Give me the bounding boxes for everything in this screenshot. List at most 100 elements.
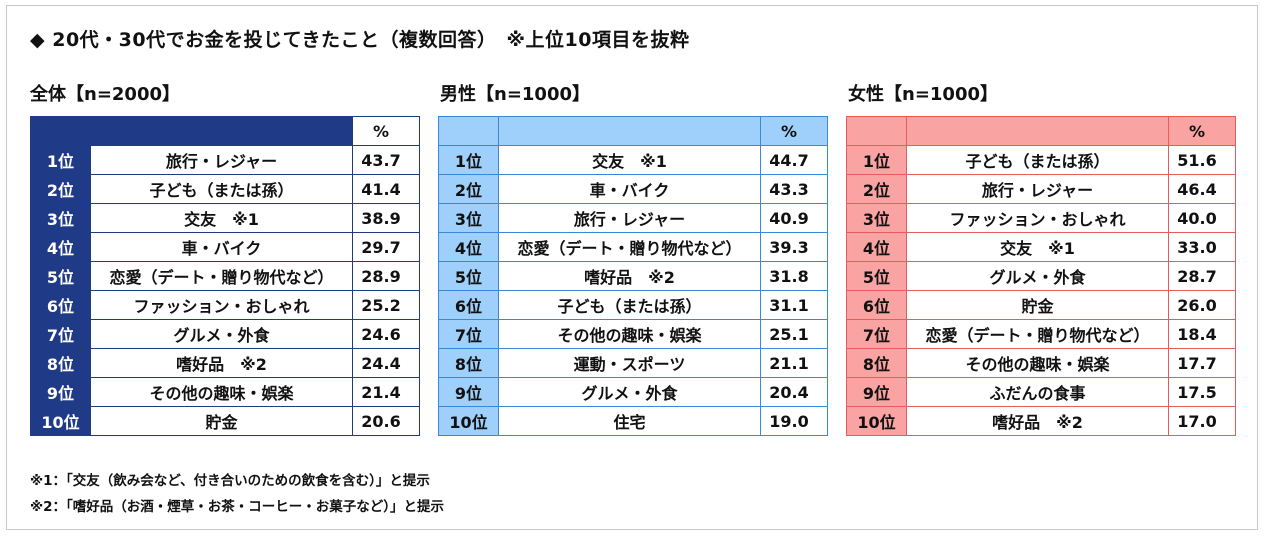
rank-cell: 10位 — [846, 406, 907, 436]
rank-cell: 2位 — [846, 174, 907, 204]
table-row: 10位 嗜好品 ※2 17.0 — [846, 406, 1236, 436]
item-cell: 交友 ※1 — [906, 232, 1169, 262]
item-cell: その他の趣味・娯楽 — [498, 319, 761, 349]
value-cell: 31.8 — [760, 261, 828, 291]
header-item-cell — [906, 116, 1169, 146]
table-row: 1位 子ども（または孫） 51.6 — [846, 145, 1236, 175]
rank-cell: 1位 — [30, 145, 91, 175]
table-row: 4位 恋愛（デート・贈り物代など） 39.3 — [438, 232, 828, 262]
header-percent-cell: % — [760, 116, 828, 146]
item-cell: 旅行・レジャー — [498, 203, 761, 233]
table-row: 6位 子ども（または孫） 31.1 — [438, 290, 828, 320]
rank-cell: 9位 — [438, 377, 499, 407]
item-cell: 恋愛（デート・贈り物代など） — [90, 261, 353, 291]
male-table: % 1位 交友 ※1 44.7 2位 車・バイク 43.3 3位 旅行・レジャー 40.9 4位 恋愛… — [438, 116, 828, 436]
header-item-cell — [498, 116, 761, 146]
rank-cell: 8位 — [30, 348, 91, 378]
value-cell: 29.7 — [352, 232, 420, 262]
item-cell: 交友 ※1 — [90, 203, 353, 233]
rank-cell: 2位 — [438, 174, 499, 204]
item-cell: ファッション・おしゃれ — [90, 290, 353, 320]
value-cell: 25.1 — [760, 319, 828, 349]
header-rank-cell — [846, 116, 907, 146]
rank-cell: 4位 — [30, 232, 91, 262]
item-cell: 車・バイク — [90, 232, 353, 262]
item-cell: ふだんの食事 — [906, 377, 1169, 407]
value-cell: 19.0 — [760, 406, 828, 436]
table-row: 8位 運動・スポーツ 21.1 — [438, 348, 828, 378]
footnote-2: ※2：「嗜好品（お酒・煙草・お茶・コーヒー・お菓子など）」と提示 — [30, 499, 445, 515]
rank-cell: 1位 — [846, 145, 907, 175]
table-row: 1位 交友 ※1 44.7 — [438, 145, 828, 175]
value-cell: 26.0 — [1168, 290, 1236, 320]
item-cell: その他の趣味・娯楽 — [906, 348, 1169, 378]
value-cell: 43.7 — [352, 145, 420, 175]
header-rank-cell — [30, 116, 91, 146]
value-cell: 28.9 — [352, 261, 420, 291]
rank-cell: 4位 — [846, 232, 907, 262]
rank-cell: 9位 — [30, 377, 91, 407]
item-cell: 貯金 — [906, 290, 1169, 320]
rank-cell: 6位 — [846, 290, 907, 320]
table-row: 9位 その他の趣味・娯楽 21.4 — [30, 377, 420, 407]
chart-title: ◆ 20代・30代でお金を投じてきたこと（複数回答） ※上位10項目を抜粋 — [30, 29, 690, 51]
rank-cell: 6位 — [438, 290, 499, 320]
value-cell: 46.4 — [1168, 174, 1236, 204]
header-percent-cell: % — [1168, 116, 1236, 146]
item-cell: グルメ・外食 — [906, 261, 1169, 291]
rank-cell: 7位 — [438, 319, 499, 349]
header-rank-cell — [438, 116, 499, 146]
footnote-1: ※1：「交友（飲み会など、付き合いのための飲食を含む）」と提示 — [30, 473, 430, 489]
rank-cell: 6位 — [30, 290, 91, 320]
rank-cell: 5位 — [30, 261, 91, 291]
rank-cell: 10位 — [30, 406, 91, 436]
value-cell: 28.7 — [1168, 261, 1236, 291]
table-row: 9位 ふだんの食事 17.5 — [846, 377, 1236, 407]
rank-cell: 7位 — [30, 319, 91, 349]
header-percent-cell: % — [352, 116, 420, 146]
item-cell: 交友 ※1 — [498, 145, 761, 175]
value-cell: 24.4 — [352, 348, 420, 378]
item-cell: ファッション・おしゃれ — [906, 203, 1169, 233]
table-row: 3位 旅行・レジャー 40.9 — [438, 203, 828, 233]
value-cell: 38.9 — [352, 203, 420, 233]
item-cell: 子ども（または孫） — [90, 174, 353, 204]
value-cell: 17.5 — [1168, 377, 1236, 407]
item-cell: 嗜好品 ※2 — [498, 261, 761, 291]
table-row: 3位 交友 ※1 38.9 — [30, 203, 420, 233]
value-cell: 20.4 — [760, 377, 828, 407]
table-row: 10位 貯金 20.6 — [30, 406, 420, 436]
table-row: 3位 ファッション・おしゃれ 40.0 — [846, 203, 1236, 233]
table-row: 6位 ファッション・おしゃれ 25.2 — [30, 290, 420, 320]
rank-cell: 5位 — [846, 261, 907, 291]
item-cell: その他の趣味・娯楽 — [90, 377, 353, 407]
rank-cell: 7位 — [846, 319, 907, 349]
item-cell: 住宅 — [498, 406, 761, 436]
item-cell: 運動・スポーツ — [498, 348, 761, 378]
table-row: 7位 グルメ・外食 24.6 — [30, 319, 420, 349]
rank-cell: 9位 — [846, 377, 907, 407]
value-cell: 44.7 — [760, 145, 828, 175]
value-cell: 25.2 — [352, 290, 420, 320]
value-cell: 39.3 — [760, 232, 828, 262]
table-row: 7位 恋愛（デート・贈り物代など） 18.4 — [846, 319, 1236, 349]
table-row: 7位 その他の趣味・娯楽 25.1 — [438, 319, 828, 349]
value-cell: 43.3 — [760, 174, 828, 204]
table-row: 5位 嗜好品 ※2 31.8 — [438, 261, 828, 291]
table-row: 2位 車・バイク 43.3 — [438, 174, 828, 204]
rank-cell: 3位 — [30, 203, 91, 233]
rank-cell: 1位 — [438, 145, 499, 175]
table-header-row: % — [438, 116, 828, 146]
value-cell: 31.1 — [760, 290, 828, 320]
female-table: % 1位 子ども（または孫） 51.6 2位 旅行・レジャー 46.4 3位 ファッション・おし… — [846, 116, 1236, 436]
header-item-cell — [90, 116, 353, 146]
item-cell: グルメ・外食 — [498, 377, 761, 407]
rank-cell: 8位 — [846, 348, 907, 378]
male-label: 男性【n=1000】 — [440, 84, 590, 105]
table-row: 5位 恋愛（デート・贈り物代など） 28.9 — [30, 261, 420, 291]
value-cell: 40.0 — [1168, 203, 1236, 233]
value-cell: 21.1 — [760, 348, 828, 378]
table-header-row: % — [846, 116, 1236, 146]
table-row: 2位 子ども（または孫） 41.4 — [30, 174, 420, 204]
item-cell: 旅行・レジャー — [906, 174, 1169, 204]
